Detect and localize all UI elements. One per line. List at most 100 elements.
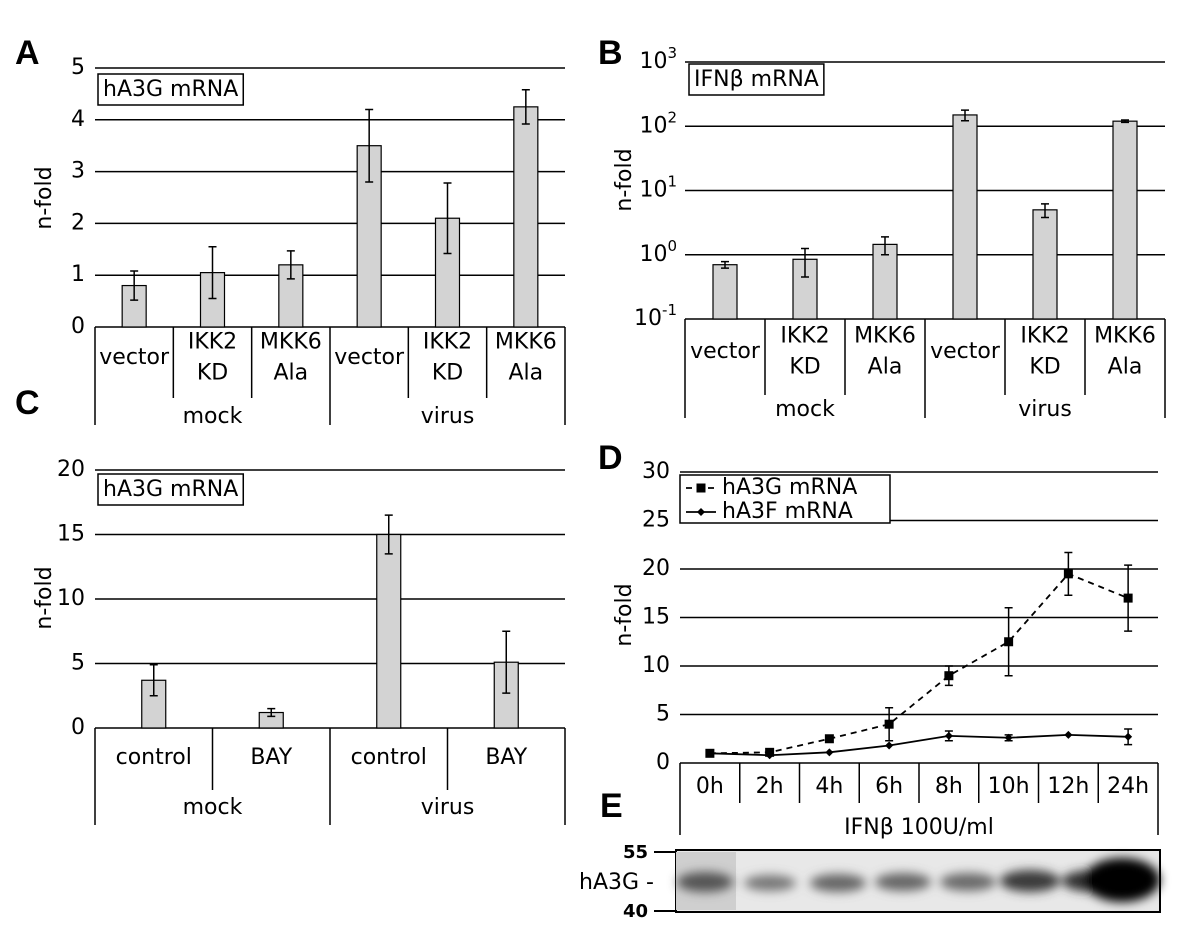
x-tick-label: IKK2 [1020,324,1069,349]
x-tick-label: MKK6 [1094,324,1156,349]
x-tick-label: BAY [485,745,527,770]
x-tick-label: Ala [274,361,309,386]
marker-label: 55 [623,842,648,863]
x-tick-label: Ala [1108,355,1143,380]
legend-label: hA3F mRNA [722,499,853,524]
y-tick-base: 10 [639,113,667,138]
x-tick-label: IKK2 [188,330,237,355]
group-label: mock [183,404,243,429]
y-axis-label: n-fold [32,166,57,229]
annotation: IFNβ mRNA [694,67,819,92]
series-line [709,733,1129,757]
legend-box [679,474,891,524]
marker [1004,637,1014,647]
annotation: hA3G mRNA [103,477,238,502]
bar [493,661,519,729]
y-tick-label: 20 [642,556,670,581]
x-tick-label: MKK6 [260,330,322,355]
x-tick-label: vector [334,345,405,370]
marker [824,734,834,744]
y-tick-label: 1 [71,262,85,287]
marker [885,741,894,750]
marker [1124,732,1133,741]
legend-marker [696,483,706,493]
error-bar [721,260,729,269]
error-bar [443,182,452,255]
x-tick-label: KD [197,361,228,386]
error-bar [502,630,511,694]
y-tick-label: 30 [642,459,670,484]
x-tick-label: 24h [1107,774,1149,799]
x-tick-label: control [116,745,192,770]
bar [1032,209,1058,320]
marker [705,749,714,758]
x-tick-label: 4h [815,774,843,799]
panel-letter: D [598,439,623,477]
y-tick-label: 25 [642,508,670,533]
error-bar [521,89,530,125]
error-bar [149,664,158,697]
bar [952,114,978,320]
annotation: hA3G mRNA [103,77,238,102]
error-bar [365,108,374,183]
bar [376,533,402,729]
y-tick-label: 100 [639,236,677,267]
x-axis-label: IFNβ 100U/ml [844,815,994,840]
y-tick-exponent: -1 [662,301,677,319]
bar [872,243,898,320]
y-tick-label: 5 [656,702,670,727]
x-tick-label: 0h [696,774,724,799]
marker [944,731,953,740]
y-tick-label: 0 [71,715,85,740]
y-tick-label: 102 [639,108,677,139]
western-blot: E 55 40 hA3G - [579,787,1161,922]
error-bar [961,109,969,122]
error-bar [881,236,889,256]
group-label: mock [775,397,835,422]
y-tick-label: 5 [71,651,85,676]
x-tick-label: KD [789,355,820,380]
y-tick-label: 15 [642,605,670,630]
error-bar [384,514,393,555]
marker [1063,569,1073,579]
y-tick-base: 10 [639,242,667,267]
group-label: mock [183,795,243,820]
protein-label: hA3G - [579,870,654,895]
x-tick-label: IKK2 [780,324,829,349]
annotation-box [97,473,245,506]
annotation-box [688,63,825,96]
marker [944,671,954,681]
x-tick-label: KD [432,361,463,386]
y-tick-label: 101 [639,172,677,203]
x-tick-label: IKK2 [423,330,472,355]
y-tick-base: 10 [634,306,662,331]
y-tick-base: 10 [639,49,667,74]
y-axis-label: n-fold [32,566,57,629]
panel-letter: B [598,34,623,72]
bar [513,106,539,328]
y-tick-label: 15 [57,522,85,547]
marker [765,751,774,760]
bar [712,264,738,320]
y-tick-exponent: 3 [667,44,677,62]
x-tick-label: vector [99,345,170,370]
group-label: virus [421,795,475,820]
x-tick-label: 6h [875,774,903,799]
error-bar [801,247,809,278]
legend-marker [697,508,705,516]
y-tick-label: 3 [71,159,85,184]
blot-bands [677,858,1160,902]
x-tick-label: KD [1029,355,1060,380]
y-tick-label: 10 [57,586,85,611]
marker [1004,733,1013,742]
marker [884,719,894,729]
y-tick-exponent: 2 [667,108,677,126]
x-tick-label: Ala [868,355,903,380]
x-tick-label: vector [930,339,1001,364]
y-tick-exponent: 1 [667,172,677,190]
x-tick-label: 10h [988,774,1030,799]
error-bar [1041,203,1049,219]
group-label: virus [421,404,475,429]
group-label: virus [1018,397,1072,422]
y-tick-base: 10 [639,178,667,203]
